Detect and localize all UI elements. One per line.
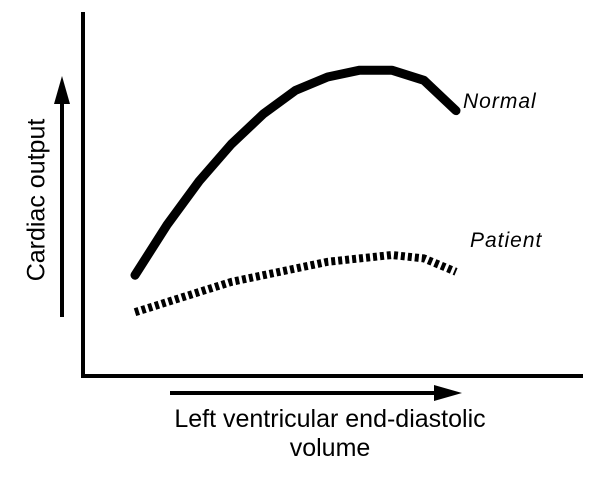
x-axis-label: Left ventricular end-diastolic volume	[120, 405, 540, 463]
series-line-patient	[133, 251, 458, 317]
series-label-patient: Patient	[470, 229, 543, 252]
x-arrow-head-icon	[434, 385, 462, 401]
series-line-normal	[130, 65, 461, 280]
series-layer	[130, 65, 461, 317]
y-axis-label: Cardiac output	[22, 118, 51, 282]
x-axis-label-line-1: Left ventricular end-diastolic	[174, 405, 486, 433]
y-arrow-head-icon	[54, 76, 70, 104]
series-label-normal: Normal	[463, 90, 537, 113]
x-axis-label-line-2: volume	[289, 434, 371, 462]
